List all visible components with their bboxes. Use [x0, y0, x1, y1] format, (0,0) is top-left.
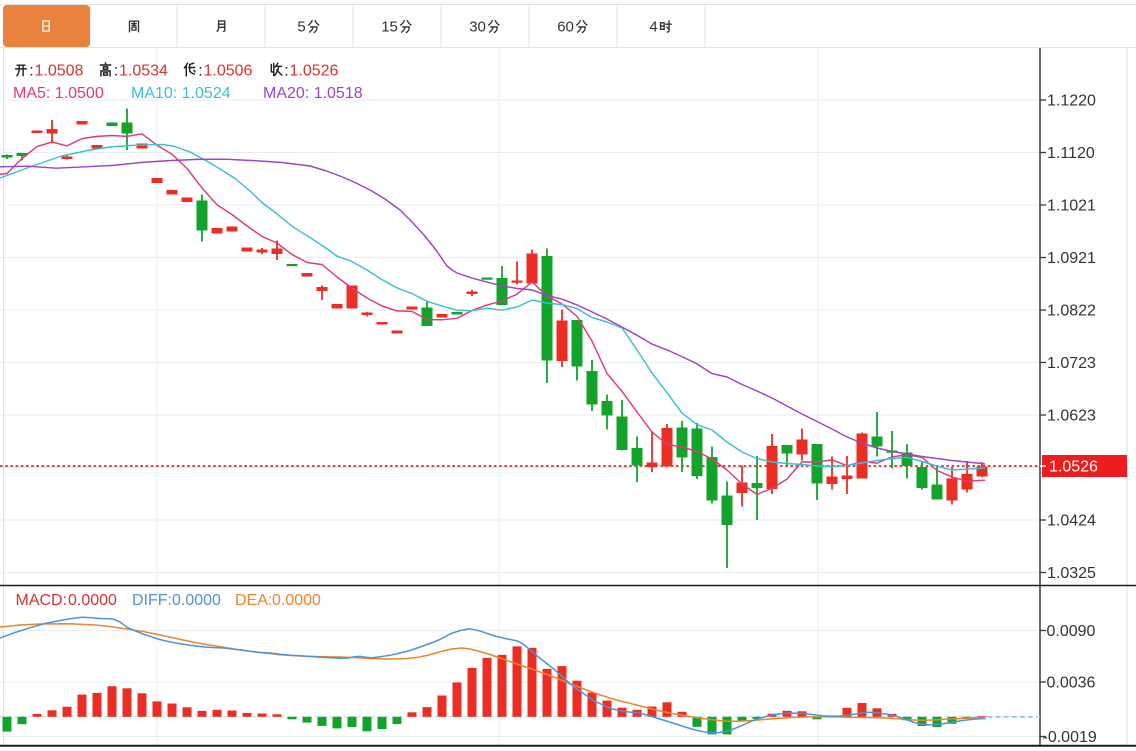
- svg-text:0.0000: 0.0000: [68, 592, 117, 609]
- svg-text:1.0723: 1.0723: [1047, 355, 1096, 372]
- svg-text:1.0534: 1.0534: [119, 63, 168, 80]
- svg-text:1.1021: 1.1021: [1047, 198, 1096, 215]
- svg-text:1.0526: 1.0526: [1049, 459, 1098, 476]
- svg-text:1.0508: 1.0508: [35, 63, 84, 80]
- svg-text:5: 5: [297, 19, 305, 36]
- svg-text:1.0424: 1.0424: [1047, 513, 1096, 530]
- svg-text:1.0623: 1.0623: [1047, 408, 1096, 425]
- svg-text:MA10: 1.0524: MA10: 1.0524: [131, 85, 231, 102]
- svg-text::: :: [114, 63, 118, 80]
- svg-text:DEA:: DEA:: [235, 592, 272, 609]
- svg-text:1.0526: 1.0526: [290, 63, 339, 80]
- svg-text:-0.0019: -0.0019: [1043, 729, 1097, 746]
- svg-text:1.1120: 1.1120: [1047, 145, 1095, 162]
- svg-text::: :: [29, 63, 33, 80]
- svg-text:DIFF:: DIFF:: [132, 592, 172, 609]
- svg-text:1.0325: 1.0325: [1047, 565, 1096, 582]
- svg-text:MA20: 1.0518: MA20: 1.0518: [263, 85, 363, 102]
- svg-text:0.0090: 0.0090: [1047, 623, 1096, 640]
- svg-text:4: 4: [649, 19, 657, 36]
- svg-text:0.0000: 0.0000: [272, 592, 321, 609]
- svg-text:60: 60: [557, 19, 574, 36]
- svg-text:15: 15: [381, 19, 398, 36]
- svg-text:30: 30: [469, 19, 486, 36]
- svg-text::: :: [198, 63, 202, 80]
- svg-text:1.1220: 1.1220: [1047, 93, 1096, 110]
- svg-text:MA5: 1.0500: MA5: 1.0500: [13, 85, 104, 102]
- svg-text:0.0036: 0.0036: [1047, 675, 1096, 692]
- svg-text:1.0822: 1.0822: [1047, 303, 1096, 320]
- svg-text:1.0921: 1.0921: [1047, 250, 1096, 267]
- svg-text:MACD:: MACD:: [16, 592, 68, 609]
- svg-text::: :: [284, 63, 288, 80]
- svg-text:0.0000: 0.0000: [172, 592, 221, 609]
- svg-text:1.0506: 1.0506: [204, 63, 253, 80]
